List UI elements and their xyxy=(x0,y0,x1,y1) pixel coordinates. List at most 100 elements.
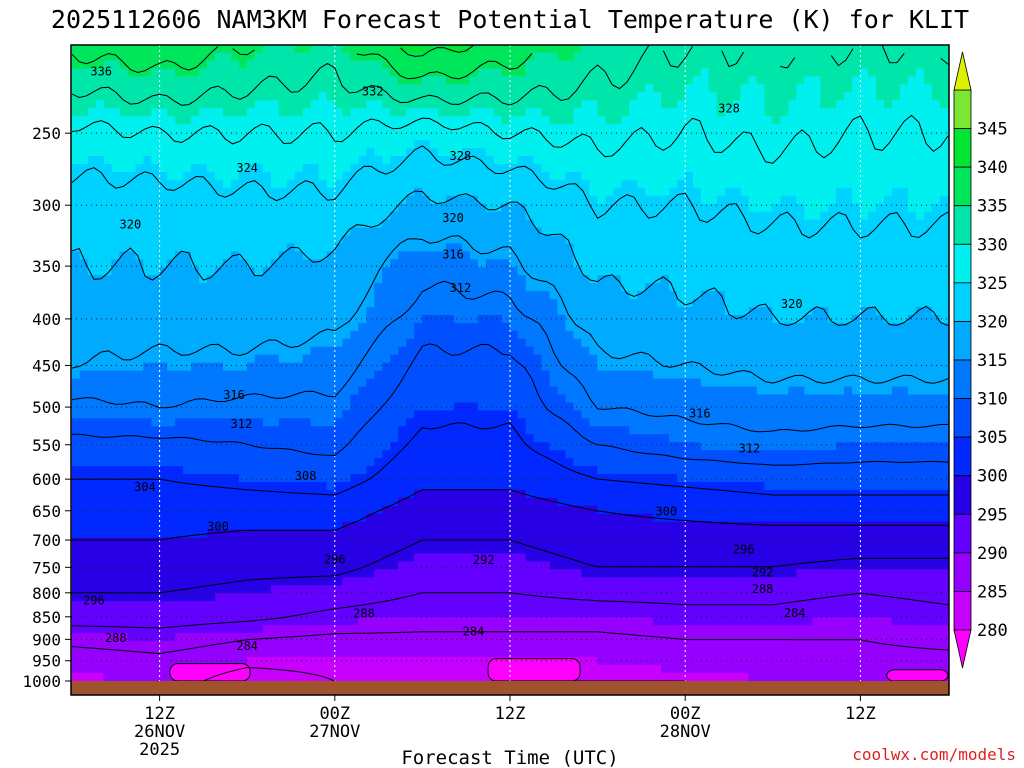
theta-cell xyxy=(119,45,129,54)
theta-cell xyxy=(342,386,352,396)
theta-cell xyxy=(525,481,535,491)
theta-cell xyxy=(127,108,137,118)
theta-cell xyxy=(159,640,169,650)
theta-cell xyxy=(445,330,455,340)
theta-cell xyxy=(445,601,455,610)
theta-cell xyxy=(477,251,487,261)
theta-cell xyxy=(334,640,344,650)
theta-cell xyxy=(286,585,296,595)
theta-cell xyxy=(326,148,336,157)
theta-cell xyxy=(294,672,304,682)
theta-cell xyxy=(111,315,121,324)
theta-cell xyxy=(549,466,559,475)
theta-cell xyxy=(127,243,137,253)
theta-cell xyxy=(230,609,240,618)
theta-cell xyxy=(270,640,280,650)
theta-cell xyxy=(95,354,105,364)
theta-cell xyxy=(151,354,161,364)
theta-cell xyxy=(215,259,224,269)
theta-cell xyxy=(477,243,487,253)
theta-cell xyxy=(254,537,264,547)
theta-cell xyxy=(342,243,352,253)
theta-cell xyxy=(438,227,447,237)
theta-cell xyxy=(207,561,216,571)
theta-cell xyxy=(501,330,511,340)
theta-cell xyxy=(477,219,487,229)
theta-cell xyxy=(477,553,487,563)
theta-cell xyxy=(525,640,535,650)
theta-cell xyxy=(390,259,400,269)
theta-cell xyxy=(270,68,280,78)
theta-cell xyxy=(445,354,455,364)
theta-cell xyxy=(334,545,344,555)
theta-cell xyxy=(135,617,145,626)
theta-cell xyxy=(390,235,400,245)
theta-cell xyxy=(342,442,352,451)
theta-cell xyxy=(342,489,352,499)
theta-cell xyxy=(159,458,169,467)
theta-cell xyxy=(414,648,423,658)
theta-cell xyxy=(254,68,264,78)
theta-cell xyxy=(406,593,415,602)
theta-cell xyxy=(549,163,559,173)
theta-cell xyxy=(533,211,543,221)
theta-cell xyxy=(127,561,137,571)
theta-cell xyxy=(246,84,256,94)
theta-cell xyxy=(565,187,575,197)
theta-cell xyxy=(191,442,200,451)
theta-cell xyxy=(533,609,543,618)
theta-cell xyxy=(230,553,240,563)
theta-cell xyxy=(127,672,137,682)
theta-cell xyxy=(501,561,511,571)
theta-cell xyxy=(501,513,511,523)
theta-cell xyxy=(382,370,392,380)
theta-cell xyxy=(525,442,535,451)
theta-cell xyxy=(342,601,352,610)
theta-cell xyxy=(557,267,567,277)
theta-cell xyxy=(334,561,344,571)
theta-cell xyxy=(430,156,439,165)
theta-cell xyxy=(422,76,431,86)
theta-cell xyxy=(382,633,392,642)
theta-cell xyxy=(493,195,503,205)
theta-cell xyxy=(549,92,559,102)
theta-cell xyxy=(469,283,479,292)
theta-cell xyxy=(79,171,89,181)
theta-cell xyxy=(350,322,360,332)
theta-cell xyxy=(493,593,503,602)
theta-cell xyxy=(334,227,344,237)
theta-cell xyxy=(270,625,280,634)
theta-cell xyxy=(469,633,479,642)
theta-cell xyxy=(111,338,121,348)
theta-cell xyxy=(286,163,296,173)
theta-cell xyxy=(366,426,376,436)
theta-cell xyxy=(374,497,384,507)
theta-cell xyxy=(438,68,447,78)
theta-cell xyxy=(318,577,328,587)
theta-cell xyxy=(430,585,439,595)
theta-cell xyxy=(509,195,519,205)
theta-cell xyxy=(302,633,312,642)
theta-cell xyxy=(374,370,384,380)
theta-cell xyxy=(366,307,376,316)
theta-cell xyxy=(565,211,575,221)
theta-cell xyxy=(135,171,145,181)
theta-cell xyxy=(310,283,320,292)
theta-cell xyxy=(262,108,272,118)
theta-cell xyxy=(143,68,153,78)
theta-cell xyxy=(71,148,81,157)
theta-cell xyxy=(469,513,479,523)
theta-cell xyxy=(326,132,336,141)
theta-cell xyxy=(302,354,312,364)
theta-cell xyxy=(87,386,97,396)
theta-cell xyxy=(525,585,535,595)
theta-cell xyxy=(517,489,527,499)
theta-cell xyxy=(151,140,161,149)
theta-cell xyxy=(254,251,264,261)
theta-cell xyxy=(485,243,495,253)
theta-cell xyxy=(270,489,280,499)
theta-cell xyxy=(183,60,192,70)
theta-cell xyxy=(95,648,105,658)
theta-cell xyxy=(398,489,407,499)
theta-cell xyxy=(238,243,248,253)
